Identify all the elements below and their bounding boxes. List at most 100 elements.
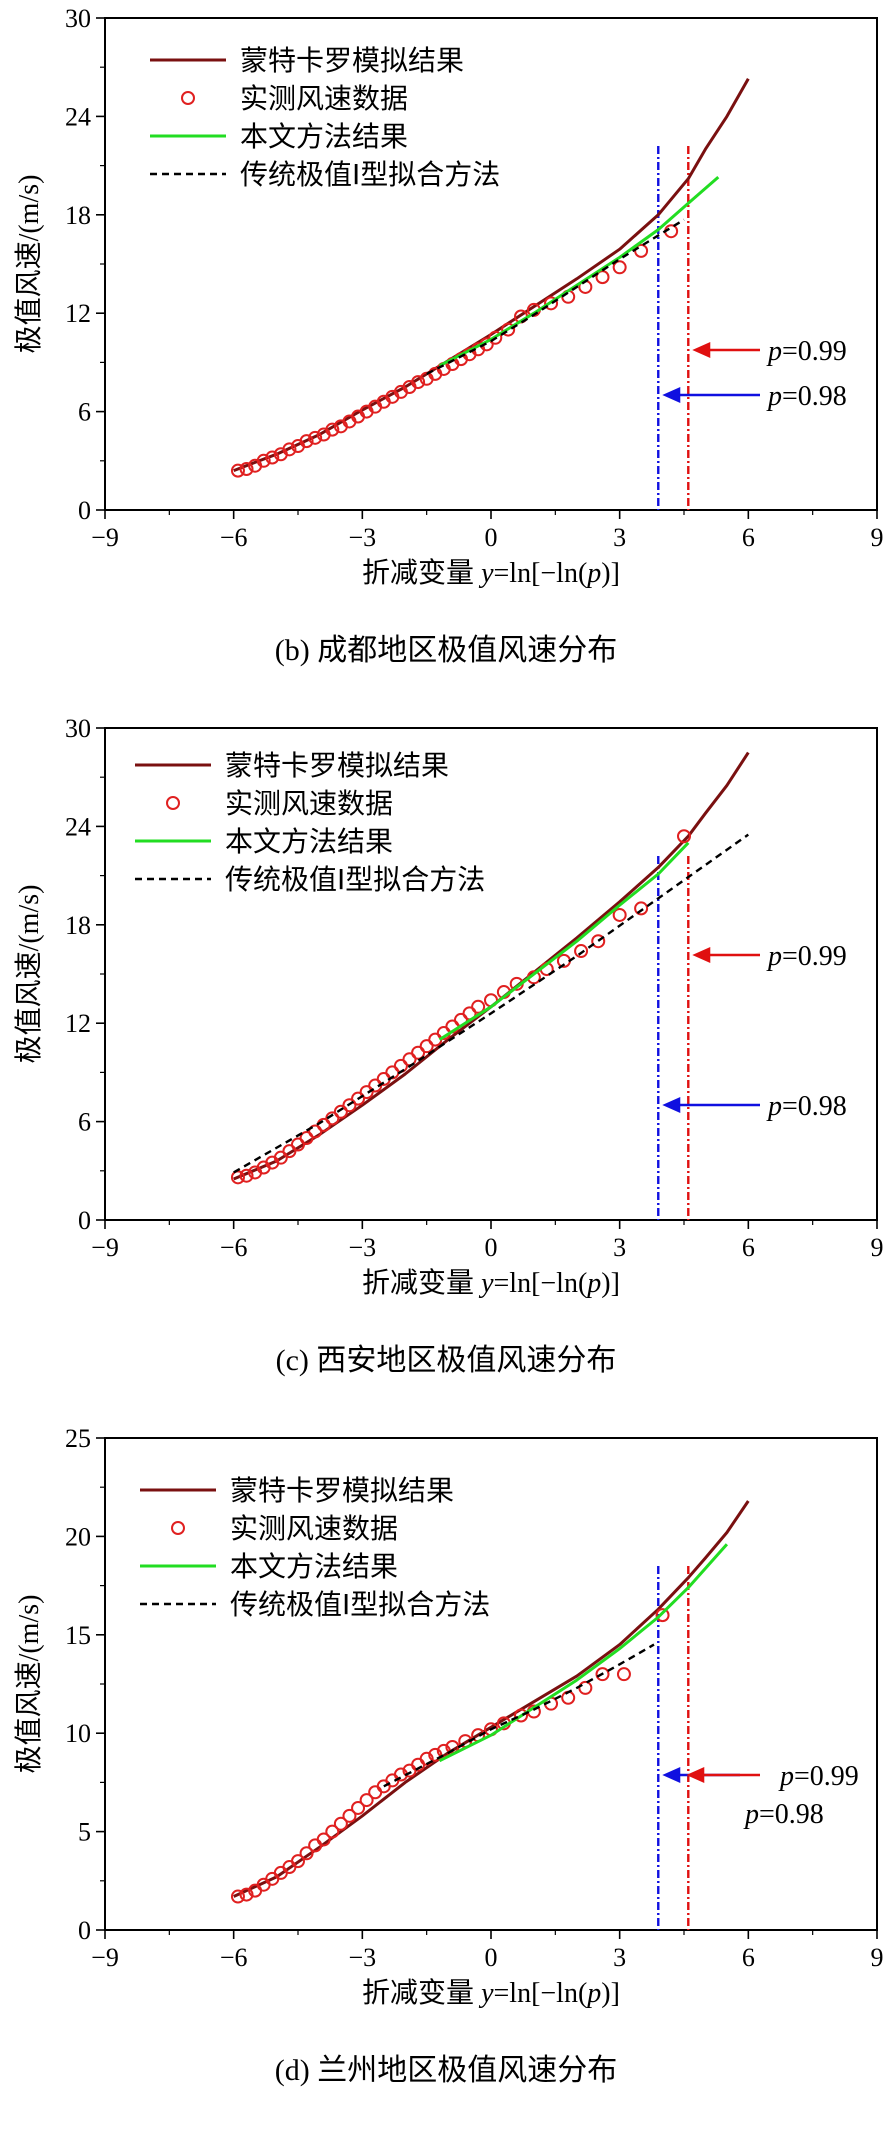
observed-point xyxy=(359,1793,374,1808)
y-tick-label: 24 xyxy=(65,812,91,841)
y-tick-label: 0 xyxy=(78,1206,91,1235)
x-axis-label: 折减变量 y=ln[−ln(p)] xyxy=(362,1267,620,1299)
x-tick-label: −6 xyxy=(220,523,248,552)
observed-point xyxy=(574,944,589,959)
plot-frame xyxy=(104,727,878,1221)
x-axis-label-var-p: p xyxy=(585,1978,601,2009)
p099-annotation-p: p xyxy=(778,1761,794,1792)
observed-point xyxy=(291,1137,305,1152)
p098-annotation-p: p xyxy=(743,1799,759,1830)
y-tick-label: 25 xyxy=(65,1424,91,1453)
x-tick-label: 9 xyxy=(871,523,884,552)
x-tick-label: −6 xyxy=(220,1943,248,1972)
p099-annotation-value: =0.99 xyxy=(794,1761,859,1792)
observed-point xyxy=(299,1846,314,1861)
x-tick-label: −6 xyxy=(220,1233,248,1262)
x-axis-label-var-p: p xyxy=(585,1268,601,1299)
x-axis-label-end: )] xyxy=(601,558,620,589)
observed-point xyxy=(273,1150,288,1165)
observed-point xyxy=(595,270,610,285)
y-tick-label: 6 xyxy=(78,398,91,427)
x-axis-label-end: )] xyxy=(601,1978,620,2009)
observed-point xyxy=(282,442,297,457)
y-tick-label: 0 xyxy=(78,1916,91,1945)
p099-arrow-head xyxy=(686,1767,705,1783)
panel-caption: (c) 西安地区极值风速分布 xyxy=(276,1344,617,1377)
observed-point xyxy=(616,1667,631,1682)
observed-point xyxy=(612,907,627,922)
y-tick-label: 5 xyxy=(78,1818,91,1847)
observed-point xyxy=(351,1800,366,1815)
proposed-method-line xyxy=(438,175,720,368)
observed-point xyxy=(265,450,280,465)
observed-point xyxy=(333,1104,348,1119)
observed-point xyxy=(612,260,627,275)
x-axis-label: 折减变量 y=ln[−ln(p)] xyxy=(362,557,620,589)
x-axis-label-mid: =ln[−ln( xyxy=(494,558,588,589)
x-axis-label-var-y: y xyxy=(478,1268,494,1299)
legend-proposed-label: 本文方法结果 xyxy=(225,825,393,858)
p099-annotation-value: =0.99 xyxy=(782,336,847,367)
p098-arrow-head xyxy=(662,1767,681,1783)
y-tick-label: 15 xyxy=(65,1621,91,1650)
y-tick-label: 30 xyxy=(65,714,91,743)
legend-observed-label: 实测风速数据 xyxy=(225,787,393,820)
x-tick-label: 0 xyxy=(485,523,498,552)
x-tick-label: 6 xyxy=(742,523,755,552)
legend-proposed-label: 本文方法结果 xyxy=(240,120,408,153)
observed-point xyxy=(544,296,559,311)
p098-annotation-p: p xyxy=(766,1091,782,1122)
observed-point xyxy=(230,1889,245,1904)
x-tick-label: −9 xyxy=(91,1233,119,1262)
observed-point xyxy=(359,1085,374,1100)
observed-point xyxy=(595,1667,610,1682)
observed-point xyxy=(325,1824,340,1839)
observed-point xyxy=(428,1032,443,1047)
proposed-method-line xyxy=(438,841,690,1041)
observed-point xyxy=(514,1708,529,1723)
y-tick-label: 6 xyxy=(78,1108,91,1137)
p099-annotation: p=0.99 xyxy=(766,336,847,367)
p099-annotation-p: p xyxy=(766,941,782,972)
x-axis-label-mid: =ln[−ln( xyxy=(494,1978,588,2009)
observed-point xyxy=(308,1124,323,1139)
observed-point xyxy=(316,1117,331,1132)
y-tick-label: 10 xyxy=(65,1719,91,1748)
p099-annotation: p=0.99 xyxy=(778,1761,859,1792)
x-axis-label-var-y: y xyxy=(478,558,494,589)
gumbel-fit-line xyxy=(383,1643,655,1788)
y-tick-label: 12 xyxy=(65,299,91,328)
legend-gumbel-label: 传统极值I型拟合方法 xyxy=(240,158,500,191)
x-tick-label: 9 xyxy=(871,1233,884,1262)
y-tick-label: 20 xyxy=(65,1522,91,1551)
legend-observed-marker xyxy=(166,796,180,810)
p098-annotation: p=0.98 xyxy=(766,381,847,412)
y-axis-label: 极值风速/(m/s) xyxy=(13,1595,45,1774)
observed-point xyxy=(411,1045,426,1060)
panel-caption: (d) 兰州地区极值风速分布 xyxy=(275,2054,617,2087)
observed-point xyxy=(634,901,649,916)
plot-frame xyxy=(104,17,878,511)
y-tick-label: 18 xyxy=(65,201,91,230)
observed-point xyxy=(316,1832,331,1847)
legend-monte-carlo-label: 蒙特卡罗模拟结果 xyxy=(225,749,449,782)
p099-arrow-head xyxy=(692,342,711,358)
x-axis-label-end: )] xyxy=(601,1268,620,1299)
chart-panel-d: −9 −6 −3 0 3 6 9 0 5 10 15 20 25 折减变量 y=ln[−ln(p)] 极值风… xyxy=(0,1420,893,2130)
x-axis-label: 折减变量 y=ln[−ln(p)] xyxy=(362,1977,620,2009)
observed-point xyxy=(501,322,516,337)
x-tick-label: −9 xyxy=(91,523,119,552)
x-tick-label: 9 xyxy=(871,1943,884,1972)
legend-observed-marker xyxy=(181,91,195,105)
p099-arrow-head xyxy=(692,947,711,963)
x-tick-label: 3 xyxy=(613,523,626,552)
observed-point xyxy=(342,1098,357,1113)
y-tick-label: 12 xyxy=(65,1009,91,1038)
panel-caption: (b) 成都地区极值风速分布 xyxy=(275,634,617,667)
observed-point xyxy=(333,1816,348,1831)
observed-point xyxy=(230,463,245,478)
observed-point xyxy=(419,1039,434,1054)
